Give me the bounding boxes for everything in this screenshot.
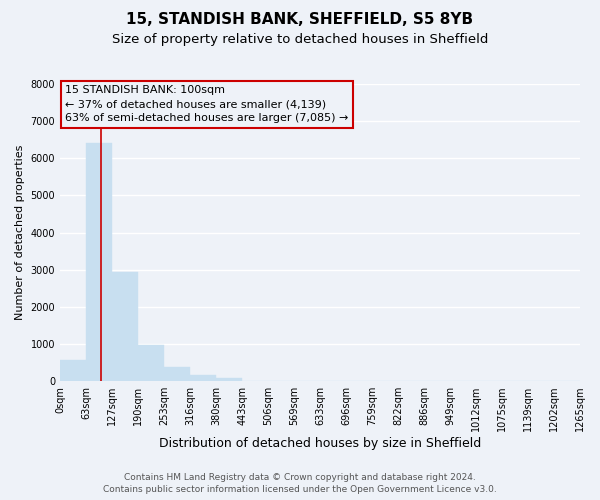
Bar: [138, 345, 164, 381]
Bar: [164, 367, 190, 381]
Bar: [86, 144, 112, 381]
Bar: [112, 272, 138, 381]
Bar: [190, 374, 216, 381]
X-axis label: Distribution of detached houses by size in Sheffield: Distribution of detached houses by size …: [159, 437, 481, 450]
Text: 15 STANDISH BANK: 100sqm
← 37% of detached houses are smaller (4,139)
63% of sem: 15 STANDISH BANK: 100sqm ← 37% of detach…: [65, 86, 349, 124]
Y-axis label: Number of detached properties: Number of detached properties: [15, 145, 25, 320]
Text: Contains public sector information licensed under the Open Government Licence v3: Contains public sector information licen…: [103, 485, 497, 494]
Text: Contains HM Land Registry data © Crown copyright and database right 2024.: Contains HM Land Registry data © Crown c…: [124, 474, 476, 482]
Text: 15, STANDISH BANK, SHEFFIELD, S5 8YB: 15, STANDISH BANK, SHEFFIELD, S5 8YB: [127, 12, 473, 28]
Text: Size of property relative to detached houses in Sheffield: Size of property relative to detached ho…: [112, 32, 488, 46]
Bar: [216, 378, 242, 381]
Bar: [60, 360, 86, 381]
